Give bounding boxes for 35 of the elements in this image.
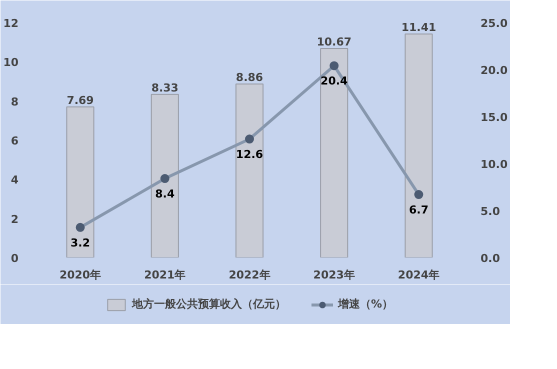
- y-tick-label: 6: [10, 134, 19, 148]
- y2-tick-label: 25.0: [480, 17, 508, 30]
- data-label: 7.69: [66, 94, 94, 107]
- x-tick-label: 2022年: [228, 268, 270, 282]
- data-label: 10.67: [316, 36, 352, 49]
- data-label: 3.2: [70, 236, 90, 250]
- data-label: 8.4: [155, 188, 175, 201]
- y2-tick-label: 0.0: [480, 252, 500, 265]
- y-tick-label: 10: [3, 56, 19, 70]
- data-label: 12.6: [236, 148, 264, 162]
- y-tick-label: 0: [10, 252, 19, 265]
- bar: [66, 106, 94, 258]
- x-tick-label: 2023年: [313, 268, 355, 282]
- y2-tick-label: 10.0: [480, 158, 508, 171]
- bar: [404, 34, 433, 258]
- y-tick-label: 2: [10, 212, 18, 226]
- legend-label: 地方一般公共预算收入（亿元）: [132, 296, 286, 312]
- y2-tick-label: 5.0: [480, 205, 500, 218]
- data-label: 6.7: [408, 204, 428, 217]
- data-label: 11.41: [401, 21, 436, 34]
- y2-tick-label: 15.0: [480, 111, 508, 124]
- legend-label: 增速（%）: [338, 296, 394, 312]
- data-label: 8.33: [151, 81, 178, 94]
- data-label: 20.4: [320, 74, 348, 88]
- y-tick-label: 12: [3, 17, 19, 30]
- y-tick-label: 8: [10, 95, 18, 108]
- bar: [235, 83, 264, 258]
- y-tick-label: 4: [10, 174, 19, 187]
- bar: [150, 94, 179, 258]
- x-tick-label: 2024年: [398, 268, 440, 282]
- data-label: 8.86: [236, 70, 264, 84]
- bar: [320, 48, 348, 258]
- x-tick-label: 2020年: [59, 268, 102, 282]
- x-tick-label: 2021年: [144, 268, 186, 282]
- y2-tick-label: 20.0: [480, 64, 508, 77]
